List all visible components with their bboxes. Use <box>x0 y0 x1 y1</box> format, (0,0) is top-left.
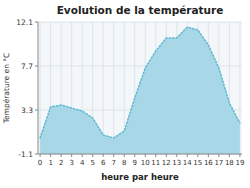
x-axis-line <box>38 154 242 155</box>
x-tick <box>176 154 177 157</box>
x-tick <box>229 154 230 157</box>
x-tick <box>82 154 83 157</box>
x-tick <box>155 154 156 157</box>
plot-background <box>38 22 242 154</box>
y-tick-label: 12.1 <box>16 18 33 27</box>
x-tick <box>92 154 93 157</box>
x-tick <box>134 154 135 157</box>
x-tick-label: 11 <box>151 159 160 167</box>
x-tick <box>187 154 188 157</box>
x-tick-label: 0 <box>38 159 42 167</box>
line <box>40 27 240 138</box>
x-tick-label: 5 <box>90 159 94 167</box>
x-tick <box>103 154 104 157</box>
x-tick-label: 10 <box>141 159 150 167</box>
grid <box>38 22 242 154</box>
x-tick <box>113 154 114 157</box>
chart-container: 012345678910111213141516171819-1.13.37.7… <box>0 0 250 188</box>
y-tick-label: 3.3 <box>21 106 33 115</box>
x-tick-label: 1 <box>48 159 52 167</box>
data <box>40 27 240 154</box>
x-tick <box>208 154 209 157</box>
x-tick <box>71 154 72 157</box>
x-tick-label: 18 <box>225 159 234 167</box>
x-tick-label: 13 <box>172 159 181 167</box>
x-tick-label: 15 <box>193 159 202 167</box>
x-tick-label: 3 <box>69 159 73 167</box>
grid-line-y <box>38 22 242 23</box>
x-tick-label: 4 <box>80 159 85 167</box>
x-tick <box>145 154 146 157</box>
title: Evolution de la température <box>57 4 224 16</box>
x-tick-label: 16 <box>204 159 213 167</box>
grid-line-y <box>38 154 242 155</box>
y-tick <box>35 154 38 155</box>
x-tick-label: 6 <box>101 159 106 167</box>
x-axis-label: heure par heure <box>101 172 179 182</box>
y-tick <box>35 66 38 67</box>
x-tick <box>218 154 219 157</box>
chart: 012345678910111213141516171819-1.13.37.7… <box>0 0 250 188</box>
x-tick-label: 12 <box>162 159 171 167</box>
x-tick <box>61 154 62 157</box>
axes: 012345678910111213141516171819-1.13.37.7… <box>16 18 244 168</box>
x-tick <box>50 154 51 157</box>
x-tick-label: 19 <box>235 159 244 167</box>
x-tick <box>239 154 240 157</box>
x-tick-label: 2 <box>59 159 63 167</box>
grid-line-x <box>103 22 104 154</box>
x-tick <box>197 154 198 157</box>
x-tick <box>124 154 125 157</box>
x-tick <box>166 154 167 157</box>
area <box>40 27 240 154</box>
x-tick <box>40 154 41 157</box>
y-tick <box>35 110 38 111</box>
y-tick-label: 7.7 <box>21 62 33 71</box>
y-axis-line <box>38 22 39 154</box>
x-tick-label: 9 <box>133 159 137 167</box>
x-tick-label: 8 <box>122 159 126 167</box>
grid-line-x <box>40 22 41 154</box>
y-tick <box>35 22 38 23</box>
x-tick-label: 14 <box>183 159 192 167</box>
y-tick-label: -1.1 <box>18 150 33 159</box>
grid-line-x <box>113 22 114 154</box>
x-tick-label: 7 <box>111 159 115 167</box>
y-axis-label: Température en °C <box>2 53 11 125</box>
x-tick-label: 17 <box>214 159 223 167</box>
